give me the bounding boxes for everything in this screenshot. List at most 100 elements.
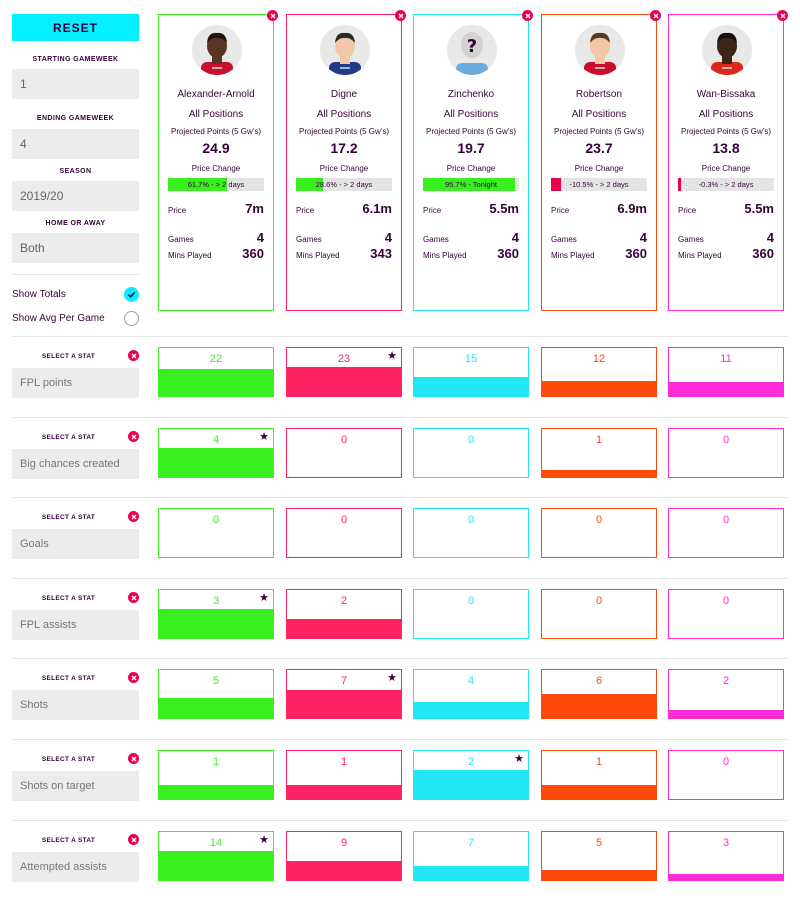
price-change-fill [551, 178, 562, 191]
remove-player-button[interactable] [650, 10, 661, 21]
stat-cell: 7 [413, 831, 529, 881]
price-change-text: 61.7% - > 2 days [187, 180, 245, 189]
remove-stat-button[interactable] [128, 511, 139, 522]
projected-points-label: Projected Points (5 Gw's) [298, 127, 389, 136]
stat-select-field[interactable]: FPL points [12, 368, 139, 398]
remove-stat-button[interactable] [128, 834, 139, 845]
player-card: Digne All Positions Projected Points (5 Gw… [286, 10, 406, 311]
remove-stat-button[interactable] [128, 672, 139, 683]
close-icon [131, 837, 136, 842]
row-divider [12, 336, 788, 337]
player-name: Digne [330, 89, 358, 100]
stat-cell: 0 [668, 750, 784, 800]
show-avg-label: Show Avg Per Game [12, 312, 105, 324]
stat-bar [159, 448, 273, 477]
stat-cell: 4 ★ [158, 428, 274, 478]
player-avatar [575, 25, 625, 75]
stat-cell: 2 [286, 589, 402, 639]
price-row: Price 5.5m [678, 201, 774, 216]
stat-select-field[interactable]: Goals [12, 529, 139, 559]
remove-stat-button[interactable] [128, 350, 139, 361]
games-label: Games [296, 235, 322, 244]
games-label: Games [423, 235, 449, 244]
stat-select-field[interactable]: Attempted assists [12, 852, 139, 882]
ending-gameweek-field[interactable]: 4 [12, 129, 139, 159]
remove-stat-button[interactable] [128, 753, 139, 764]
remove-player-button[interactable] [777, 10, 788, 21]
stat-cell: 1 [541, 428, 657, 478]
remove-stat-button[interactable] [128, 431, 139, 442]
reset-button[interactable]: RESET [12, 14, 139, 41]
mins-value: 360 [625, 246, 647, 261]
price-change-label: Price Change [574, 164, 624, 173]
position-label: All Positions [571, 109, 627, 120]
season-field[interactable]: 2019/20 [12, 181, 139, 211]
close-icon [780, 13, 785, 18]
mins-value: 360 [497, 246, 519, 261]
games-value: 4 [511, 230, 519, 245]
show-totals-radio[interactable] [124, 286, 139, 302]
position-label: All Positions [698, 109, 754, 120]
stat-value: 0 [340, 514, 348, 526]
stat-bar [159, 784, 273, 799]
stat-cell: 3 ★ [158, 589, 274, 639]
stat-value: 23 [337, 353, 351, 365]
remove-player-button[interactable] [395, 10, 406, 21]
price-change-label: Price Change [319, 164, 369, 173]
select-stat-label: SELECT A STAT [41, 514, 96, 521]
stat-select-field[interactable]: Shots on target [12, 771, 139, 801]
price-change-text: -0.3% - > 2 days [698, 180, 754, 189]
remove-player-button[interactable] [267, 10, 278, 21]
stat-value: 2 [467, 756, 475, 768]
show-avg-radio[interactable] [124, 310, 139, 326]
stat-bar [287, 618, 401, 638]
stat-value: 3 [722, 837, 730, 849]
stat-value: 5 [595, 837, 603, 849]
games-label: Games [168, 235, 194, 244]
stat-bar [287, 690, 401, 718]
games-label: Games [551, 235, 577, 244]
price-change-fill [296, 178, 324, 191]
star-icon: ★ [259, 592, 269, 604]
player-card: ? Zinchenko All Positions Projected Points … [413, 10, 533, 311]
show-avg-option[interactable]: Show Avg Per Game [12, 310, 139, 326]
stat-cell: 7 ★ [286, 669, 402, 719]
stat-select-field[interactable]: Shots [12, 690, 139, 720]
stat-bar [159, 697, 273, 718]
stat-value: 1 [212, 756, 220, 768]
player-avatar [702, 25, 752, 75]
starting-gameweek-field[interactable]: 1 [12, 69, 139, 99]
stat-cell: 9 [286, 831, 402, 881]
games-row: Games 4 [678, 230, 774, 245]
stat-value: 3 [212, 595, 220, 607]
row-divider [12, 820, 788, 821]
projected-points-label: Projected Points (5 Gw's) [170, 127, 261, 136]
stat-select-field[interactable]: FPL assists [12, 610, 139, 640]
stat-select-field[interactable]: Big chances created [12, 449, 139, 479]
star-icon: ★ [387, 350, 397, 362]
price-label: Price [551, 206, 570, 215]
close-icon [131, 434, 136, 439]
mins-row: Mins Played 360 [678, 246, 774, 261]
price-value: 5.5m [744, 201, 774, 216]
price-label: Price [296, 206, 315, 215]
svg-text:?: ? [467, 36, 477, 57]
games-row: Games 4 [296, 230, 392, 245]
games-value: 4 [766, 230, 774, 245]
stat-value: 6 [595, 675, 603, 687]
player-card: Robertson All Positions Projected Points (… [541, 10, 661, 311]
projected-points-value: 13.8 [712, 140, 740, 156]
show-totals-option[interactable]: Show Totals [12, 286, 139, 302]
stat-bar [414, 701, 528, 718]
select-stat-label: SELECT A STAT [41, 595, 96, 602]
close-icon [131, 675, 136, 680]
home-away-field[interactable]: Both [12, 233, 139, 263]
stat-value: 0 [212, 514, 220, 526]
remove-player-button[interactable] [522, 10, 533, 21]
stat-value: 1 [340, 756, 348, 768]
remove-stat-button[interactable] [128, 592, 139, 603]
price-change-bar: 61.7% - > 2 days [168, 178, 264, 191]
player-card: Wan-Bissaka All Positions Projected Points… [668, 10, 788, 311]
player-avatar [192, 25, 242, 75]
stat-value: 0 [722, 756, 730, 768]
